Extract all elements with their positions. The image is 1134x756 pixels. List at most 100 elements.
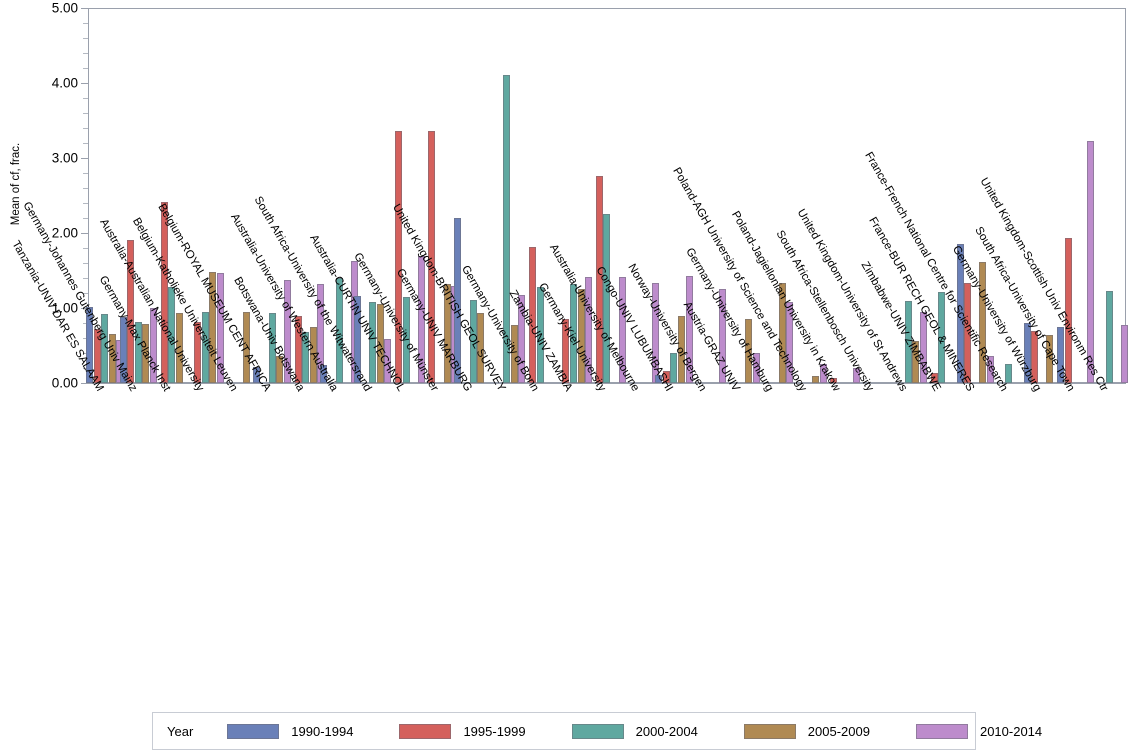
bar[interactable] <box>216 272 224 383</box>
bar[interactable] <box>1023 323 1031 383</box>
bar[interactable] <box>309 326 317 383</box>
bar[interactable] <box>320 365 328 383</box>
bar[interactable] <box>268 313 276 383</box>
bar[interactable] <box>127 239 135 383</box>
bar[interactable] <box>443 284 451 383</box>
bar-group <box>956 8 995 383</box>
bar[interactable] <box>536 287 544 383</box>
bar[interactable] <box>149 308 157 383</box>
bar[interactable] <box>904 301 912 383</box>
bar[interactable] <box>752 353 760 383</box>
bar[interactable] <box>353 296 361 383</box>
bar[interactable] <box>920 311 928 383</box>
bar[interactable] <box>108 334 116 383</box>
bar[interactable] <box>570 284 577 383</box>
bar[interactable] <box>778 282 786 383</box>
bar[interactable] <box>510 324 518 383</box>
bar[interactable] <box>819 363 827 383</box>
bar[interactable] <box>830 377 838 383</box>
bar[interactable] <box>376 304 384 383</box>
bar[interactable] <box>853 368 861 383</box>
bar[interactable] <box>503 74 511 383</box>
bar[interactable] <box>302 332 310 383</box>
bar[interactable] <box>142 323 150 383</box>
bar[interactable] <box>369 302 377 383</box>
bar-group <box>758 8 794 383</box>
bar[interactable] <box>93 329 101 383</box>
bar[interactable] <box>201 311 209 383</box>
bar[interactable] <box>1064 237 1072 383</box>
bar[interactable] <box>1005 364 1013 383</box>
bar-group <box>253 8 291 383</box>
bar[interactable] <box>194 322 202 383</box>
bar[interactable] <box>160 202 168 383</box>
bar-group <box>724 8 760 383</box>
y-tick-label: 4.00 <box>51 75 78 91</box>
bar[interactable] <box>938 291 946 383</box>
bar[interactable] <box>335 278 343 383</box>
bar[interactable] <box>86 306 94 383</box>
legend-item[interactable]: 2010-2014 <box>915 723 1042 739</box>
bar[interactable] <box>577 289 585 383</box>
bar[interactable] <box>454 218 462 383</box>
bar[interactable] <box>912 341 920 383</box>
y-tick-minor-mark <box>83 248 88 249</box>
bar[interactable] <box>394 131 402 383</box>
bar[interactable] <box>1120 324 1128 383</box>
bar[interactable] <box>528 247 536 383</box>
bar[interactable] <box>428 131 436 383</box>
bar[interactable] <box>979 261 987 383</box>
y-tick-minor-mark <box>83 278 88 279</box>
bar[interactable] <box>670 353 678 383</box>
bar[interactable] <box>745 319 753 383</box>
bar[interactable] <box>168 287 176 383</box>
bar[interactable] <box>1105 290 1113 383</box>
bar[interactable] <box>585 277 593 383</box>
bar-group <box>1093 8 1128 383</box>
bar[interactable] <box>101 314 109 383</box>
bar[interactable] <box>294 316 302 383</box>
bar[interactable] <box>618 277 626 383</box>
bar[interactable] <box>477 312 485 383</box>
bar[interactable] <box>603 213 611 383</box>
bar[interactable] <box>595 176 603 383</box>
legend-item[interactable]: 1995-1999 <box>399 723 526 739</box>
bar[interactable] <box>469 299 477 383</box>
bar[interactable] <box>678 315 686 383</box>
bar[interactable] <box>175 312 183 383</box>
bar[interactable] <box>384 338 392 383</box>
bar[interactable] <box>1046 335 1054 383</box>
bar[interactable] <box>417 256 425 383</box>
bar[interactable] <box>930 373 938 383</box>
bar[interactable] <box>276 356 284 383</box>
legend-item[interactable]: 2005-2009 <box>743 723 870 739</box>
bar[interactable] <box>1031 331 1039 383</box>
y-tick-label: 0.00 <box>51 375 78 391</box>
bar[interactable] <box>119 317 127 383</box>
bar[interactable] <box>1087 140 1095 383</box>
bar[interactable] <box>253 366 261 383</box>
bar[interactable] <box>685 275 693 383</box>
bar-group <box>389 8 425 383</box>
legend-item[interactable]: 2000-2004 <box>571 723 698 739</box>
bar[interactable] <box>562 318 570 383</box>
bar[interactable] <box>662 371 670 383</box>
bar[interactable] <box>518 295 526 383</box>
legend-swatch <box>743 723 796 739</box>
bar[interactable] <box>655 374 663 383</box>
bar[interactable] <box>956 243 964 383</box>
bar-group <box>1023 8 1059 383</box>
bar[interactable] <box>719 288 727 383</box>
bar[interactable] <box>1057 326 1065 383</box>
bar[interactable] <box>811 376 819 383</box>
bar[interactable] <box>242 311 250 383</box>
bar[interactable] <box>209 272 217 383</box>
bar[interactable] <box>964 283 972 383</box>
bar[interactable] <box>402 296 410 383</box>
bar[interactable] <box>987 356 995 383</box>
bar[interactable] <box>134 321 142 383</box>
bar[interactable] <box>786 302 794 383</box>
legend-item[interactable]: 1990-1994 <box>227 723 353 739</box>
bar[interactable] <box>283 280 291 383</box>
